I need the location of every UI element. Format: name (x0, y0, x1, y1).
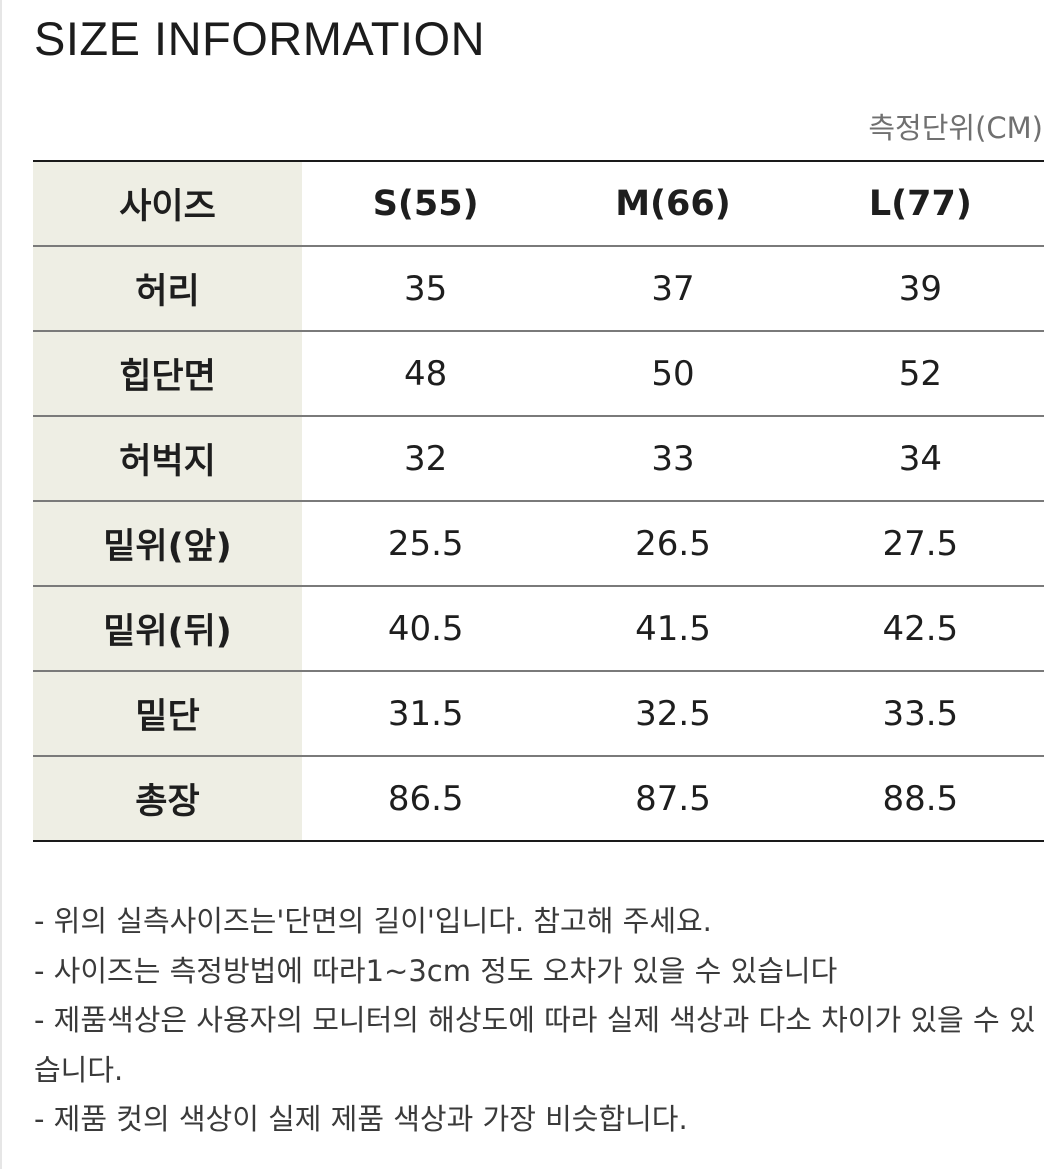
row-value: 33.5 (796, 671, 1044, 757)
table-row: 허리 35 37 39 (33, 246, 1044, 332)
table-header-row: 사이즈 S(55) M(66) L(77) (33, 161, 1044, 247)
page-title: SIZE INFORMATION (34, 12, 486, 65)
size-header-m: M(66) (549, 161, 797, 247)
table-row: 총장 86.5 87.5 88.5 (33, 756, 1044, 841)
row-value: 27.5 (796, 501, 1044, 587)
row-value: 35 (302, 246, 550, 332)
row-value: 39 (796, 246, 1044, 332)
row-value: 25.5 (302, 501, 550, 587)
row-value: 48 (302, 331, 550, 417)
row-label: 허리 (33, 246, 302, 332)
row-value: 32.5 (549, 671, 797, 757)
row-label: 밑단 (33, 671, 302, 757)
row-value: 87.5 (635, 778, 711, 819)
row-label: 밑위(앞) (33, 501, 302, 587)
row-value: 41.5 (549, 586, 797, 672)
size-table: 사이즈 S(55) M(66) L(77) 허리 35 37 39 힙단면 48… (33, 160, 1044, 842)
table-row: 허벅지 32 33 34 (33, 416, 1044, 502)
row-value: 88.5 (882, 778, 959, 819)
note-item: - 위의 실측사이즈는'단면의 길이'입니다. 참고해 주세요. (34, 904, 712, 938)
row-value: 40.5 (302, 586, 550, 672)
row-value: 31.5 (302, 671, 550, 757)
size-header-s: S(55) (302, 161, 550, 247)
size-header-l: L(77) (796, 161, 1044, 247)
table-row: 밑위(앞) 25.5 26.5 27.5 (33, 501, 1044, 587)
table-row: 힙단면 48 50 52 (33, 331, 1044, 417)
row-value: 52 (796, 331, 1044, 417)
left-edge-rule (0, 0, 2, 1169)
row-value: 32 (302, 416, 550, 502)
row-value: 33 (549, 416, 797, 502)
row-value: 42.5 (796, 586, 1044, 672)
note-item: - 제품색상은 사용자의 모니터의 해상도에 따라 실제 색상과 다소 차이가 … (34, 1003, 1036, 1087)
header-label-cell: 사이즈 (33, 161, 302, 247)
row-label: 밑위(뒤) (33, 586, 302, 672)
row-label: 허벅지 (33, 416, 302, 502)
row-label: 힙단면 (33, 331, 302, 417)
row-value: 37 (549, 246, 797, 332)
row-value: 34 (796, 416, 1044, 502)
note-item: - 제품 컷의 색상이 실제 제품 색상과 가장 비슷합니다. (34, 1102, 688, 1136)
notes-list: - 위의 실측사이즈는'단면의 길이'입니다. 참고해 주세요. - 사이즈는 … (34, 897, 1044, 1145)
row-value: 26.5 (549, 501, 797, 587)
row-value: 86.5 (387, 778, 464, 819)
table-row: 밑위(뒤) 40.5 41.5 42.5 (33, 586, 1044, 672)
note-item: - 사이즈는 측정방법에 따라1~3cm 정도 오차가 있을 수 있습니다 (34, 953, 838, 988)
row-label: 총장 (33, 756, 302, 841)
row-value: 50 (549, 331, 797, 417)
unit-note: 측정단위(CM) (868, 111, 1043, 145)
table-row: 밑단 31.5 32.5 33.5 (33, 671, 1044, 757)
